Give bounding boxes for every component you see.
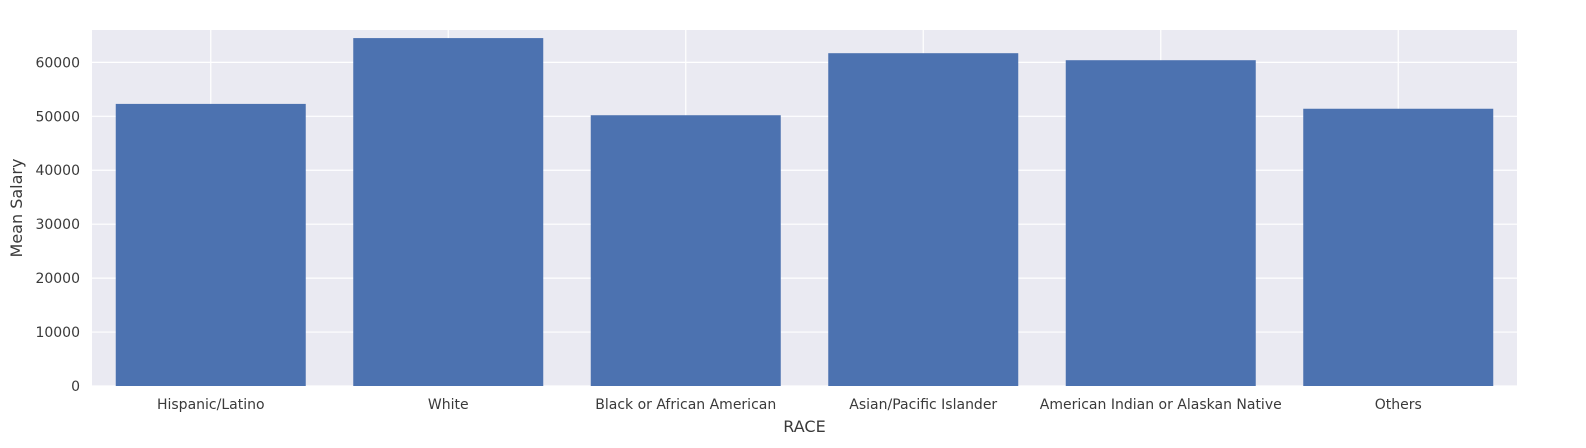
y-tick-label: 0 xyxy=(71,379,80,395)
bar xyxy=(353,38,544,386)
x-tick-label: White xyxy=(428,397,469,413)
y-tick-label: 20000 xyxy=(35,271,80,287)
x-tick-label: American Indian or Alaskan Native xyxy=(1040,397,1282,413)
bar xyxy=(828,53,1019,386)
x-axis-ticks: Hispanic/Latino White Black or African Ame… xyxy=(157,397,1422,413)
y-axis-label: Mean Salary xyxy=(7,159,26,258)
y-tick-label: 50000 xyxy=(35,109,80,125)
bar xyxy=(1065,60,1256,387)
x-axis-label: RACE xyxy=(783,417,825,436)
y-tick-label: 10000 xyxy=(35,325,80,341)
plot-area xyxy=(92,30,1517,386)
bar xyxy=(1303,108,1494,386)
y-tick-label: 40000 xyxy=(35,163,80,179)
y-tick-label: 30000 xyxy=(35,217,80,233)
bars xyxy=(115,38,1494,387)
bar xyxy=(115,103,306,386)
y-tick-label: 60000 xyxy=(35,55,80,71)
bar xyxy=(590,115,781,386)
x-tick-label: Others xyxy=(1375,397,1422,413)
x-tick-label: Black or African American xyxy=(595,397,776,413)
x-tick-label: Asian/Pacific Islander xyxy=(849,397,997,413)
x-tick-label: Hispanic/Latino xyxy=(157,397,265,413)
y-axis-ticks: 0 10000 20000 30000 40000 50000 60000 xyxy=(35,55,80,395)
